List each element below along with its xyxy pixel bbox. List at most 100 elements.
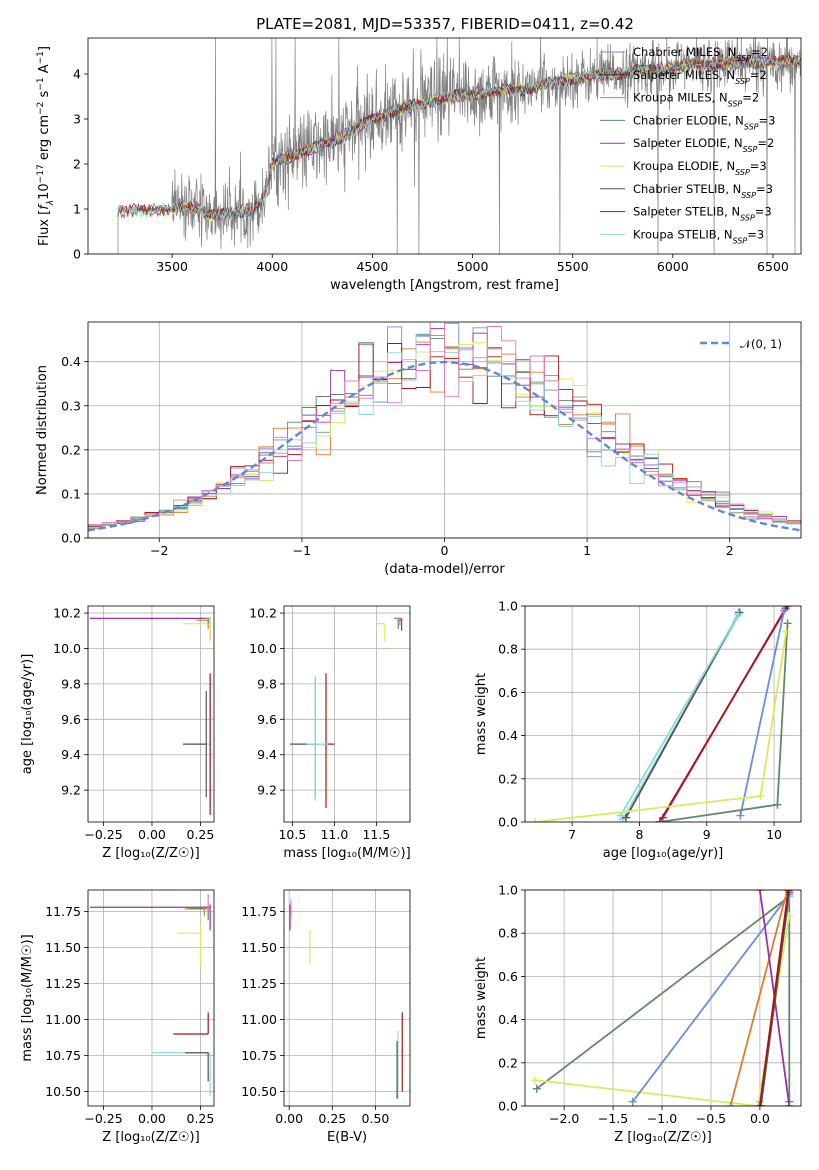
- hist-pink: [88, 322, 801, 538]
- weight-vs-Z-panel: −2.0 −1.5 −1.0 −0.5 0.0 0.0 0.2 0.4 0.6 0.8 1.0 Z […: [474, 883, 802, 1145]
- legend-entry-sub: SSP: [728, 99, 743, 108]
- legend-entry-sub: SSP: [735, 168, 750, 177]
- mass-vs-EBV-xtick-label: 0.50: [362, 1111, 390, 1126]
- weight-vs-age-ytick-label: 0.2: [498, 771, 518, 786]
- spectrum-xtick-label: 5500: [557, 259, 589, 274]
- mass-vs-Z-xtick-label: 0.00: [138, 1111, 166, 1126]
- legend-normal-label: 𝒩(0, 1): [740, 337, 782, 351]
- weight-vs-age-series-4: [658, 606, 789, 822]
- figure-title: PLATE=2081, MJD=53357, FIBERID=0411, z=0…: [256, 15, 634, 33]
- age-vs-mass-xtick-label: 11.5: [362, 827, 390, 842]
- spectrum-ylabel: Flux [fλ10−17 erg cm−2 s−1 A−1]: [36, 46, 56, 246]
- age-vs-mass-xlabel: mass [log₁₀(M/M☉)]: [283, 846, 410, 861]
- weight-vs-Z-marker: [628, 1097, 637, 1106]
- spectrum-ytick-label: 4: [73, 67, 81, 82]
- weight-vs-age-xtick-label: 9: [703, 827, 711, 842]
- spectrum-data-line: [88, 38, 801, 254]
- weight-vs-Z-frame: [524, 889, 802, 1107]
- residuals-xtick-label: 1: [583, 543, 591, 558]
- weight-vs-age-marker: [736, 811, 745, 820]
- residuals-ytick-label: 0.1: [61, 486, 81, 501]
- spectrum-model-salpeter_elodie: [117, 53, 801, 222]
- mass-vs-EBV-xtick-label: 0.00: [275, 1111, 303, 1126]
- legend-entry-sub: SSP: [733, 236, 748, 245]
- mass-vs-Z-ytick-label: 11.75: [45, 904, 81, 919]
- weight-vs-Z-marker: [755, 1102, 764, 1106]
- spectrum-xtick-label: 4000: [256, 259, 288, 274]
- residuals-ytick-label: 0.3: [61, 398, 81, 413]
- weight-vs-age-marker: [773, 800, 782, 809]
- age-vs-mass-ytick-label: 10.2: [249, 606, 277, 621]
- residuals-xtick-label: −2: [150, 543, 168, 558]
- mass-vs-EBV-plot-area: [289, 900, 403, 1099]
- weight-vs-age-xtick-label: 10: [766, 827, 782, 842]
- age-vs-mass-xtick-label: 10.5: [278, 827, 306, 842]
- weight-vs-Z-xtick-label: −2.0: [549, 1111, 579, 1126]
- mass-vs-Z-ytick-label: 10.75: [45, 1048, 81, 1063]
- spectrum-frame: [87, 37, 802, 255]
- legend-entry-7: Salpeter STELIB, NSSP=3: [633, 205, 772, 223]
- legend-entry-sub: SSP: [740, 213, 755, 222]
- weight-vs-age-plot-area: [531, 606, 792, 822]
- weight-vs-Z-ytick-label: 0.0: [498, 1099, 518, 1114]
- weight-vs-age-marker: [531, 818, 540, 822]
- spectrum-xtick-label: 6000: [657, 259, 689, 274]
- residuals-legend: 𝒩(0, 1): [700, 337, 782, 351]
- residuals-ytick-label: 0.0: [61, 531, 81, 546]
- legend-entry-count: =3: [759, 113, 776, 127]
- weight-vs-Z-series-0: [536, 894, 791, 1102]
- ylabel-part: −1: [36, 51, 46, 64]
- weight-vs-Z-marker: [784, 890, 793, 894]
- weight-vs-Z-xtick-label: −1.0: [647, 1111, 677, 1126]
- residuals-frame: [87, 321, 802, 539]
- age-vs-mass-xtick-label: 11.0: [320, 827, 348, 842]
- age-vs-mass-ytick-label: 9.8: [257, 676, 277, 691]
- mass-vs-Z-ytick-label: 11.25: [45, 976, 81, 991]
- legend-entry-source: Chabrier ELODIE, N: [633, 113, 744, 127]
- mass-vs-EBV-panel: 0.00 0.25 0.50 10.50 10.75 11.00 11.25 11.50 11.…: [241, 889, 411, 1145]
- residuals-xlabel: (data-model)/error: [384, 562, 505, 577]
- mass-vs-EBV-xlabel: E(B-V): [327, 1130, 367, 1145]
- weight-vs-age-marker: [780, 606, 789, 615]
- age-vs-Z-xlabel: Z [log₁₀(Z/Z☉)]: [102, 846, 199, 861]
- weight-vs-age-series-2: [619, 614, 740, 816]
- weight-vs-age-marker: [783, 606, 792, 610]
- ylabel-part: λ: [46, 200, 56, 206]
- ylabel-part: s: [37, 90, 52, 101]
- spectrum-ytick-label: 2: [73, 157, 81, 172]
- weight-vs-age-ytick-label: 0.4: [498, 728, 518, 743]
- mass-vs-EBV-ytick-label: 11.25: [241, 976, 277, 991]
- weight-vs-age-marker: [783, 619, 792, 628]
- ylabel-part: A: [37, 64, 52, 77]
- weight-vs-Z-xtick-label: 0.0: [750, 1111, 770, 1126]
- weight-vs-age-ytick-label: 0.8: [498, 642, 518, 657]
- spectrum-xlabel: wavelength [Angstrom, rest frame]: [330, 278, 559, 293]
- age-vs-Z-frame: [87, 605, 215, 823]
- weight-vs-Z-ylabel: mass weight: [474, 957, 489, 1039]
- ylabel-part: 10: [37, 183, 52, 200]
- spectrum-ytick-label: 1: [73, 202, 81, 217]
- mass-vs-Z-ytick-label: 11.00: [45, 1012, 81, 1027]
- age-vs-Z-xtick-label: 0.25: [187, 827, 215, 842]
- ylabel-part: erg cm: [37, 115, 52, 164]
- weight-vs-age-series-7: [534, 631, 788, 822]
- mass-vs-Z-panel: −0.25 0.00 0.25 10.50 10.75 11.00 11.25 11.50 11…: [20, 889, 215, 1145]
- age-vs-mass-plot-area: [289, 617, 403, 808]
- age-vs-Z-xtick-label: −0.25: [84, 827, 122, 842]
- residuals-xtick-label: 0: [441, 543, 449, 558]
- age-vs-mass-frame: [283, 605, 411, 823]
- weight-vs-age-marker: [782, 627, 791, 636]
- weight-vs-Z-marker: [726, 1102, 735, 1106]
- legend-entry-source: Salpeter MILES, N: [633, 68, 735, 82]
- age-vs-Z-ytick-label: 9.8: [61, 676, 81, 691]
- spectrum-ytick-label: 3: [73, 112, 81, 127]
- weight-vs-Z-series-1: [534, 915, 791, 1106]
- age-vs-mass-panel: 10.5 11.0 11.5 9.2 9.4 9.6 9.8 10.0 10.2 mass [lo…: [249, 606, 411, 861]
- age-vs-mass-ytick-label: 9.2: [257, 783, 277, 798]
- age-vs-mass-ytick-label: 9.6: [257, 712, 277, 727]
- weight-vs-Z-series-3: [729, 890, 789, 1106]
- legend-entry-source: Chabrier STELIB, N: [633, 182, 741, 196]
- weight-vs-Z-marker: [785, 890, 794, 897]
- age-vs-Z-ytick-label: 10.0: [53, 641, 81, 656]
